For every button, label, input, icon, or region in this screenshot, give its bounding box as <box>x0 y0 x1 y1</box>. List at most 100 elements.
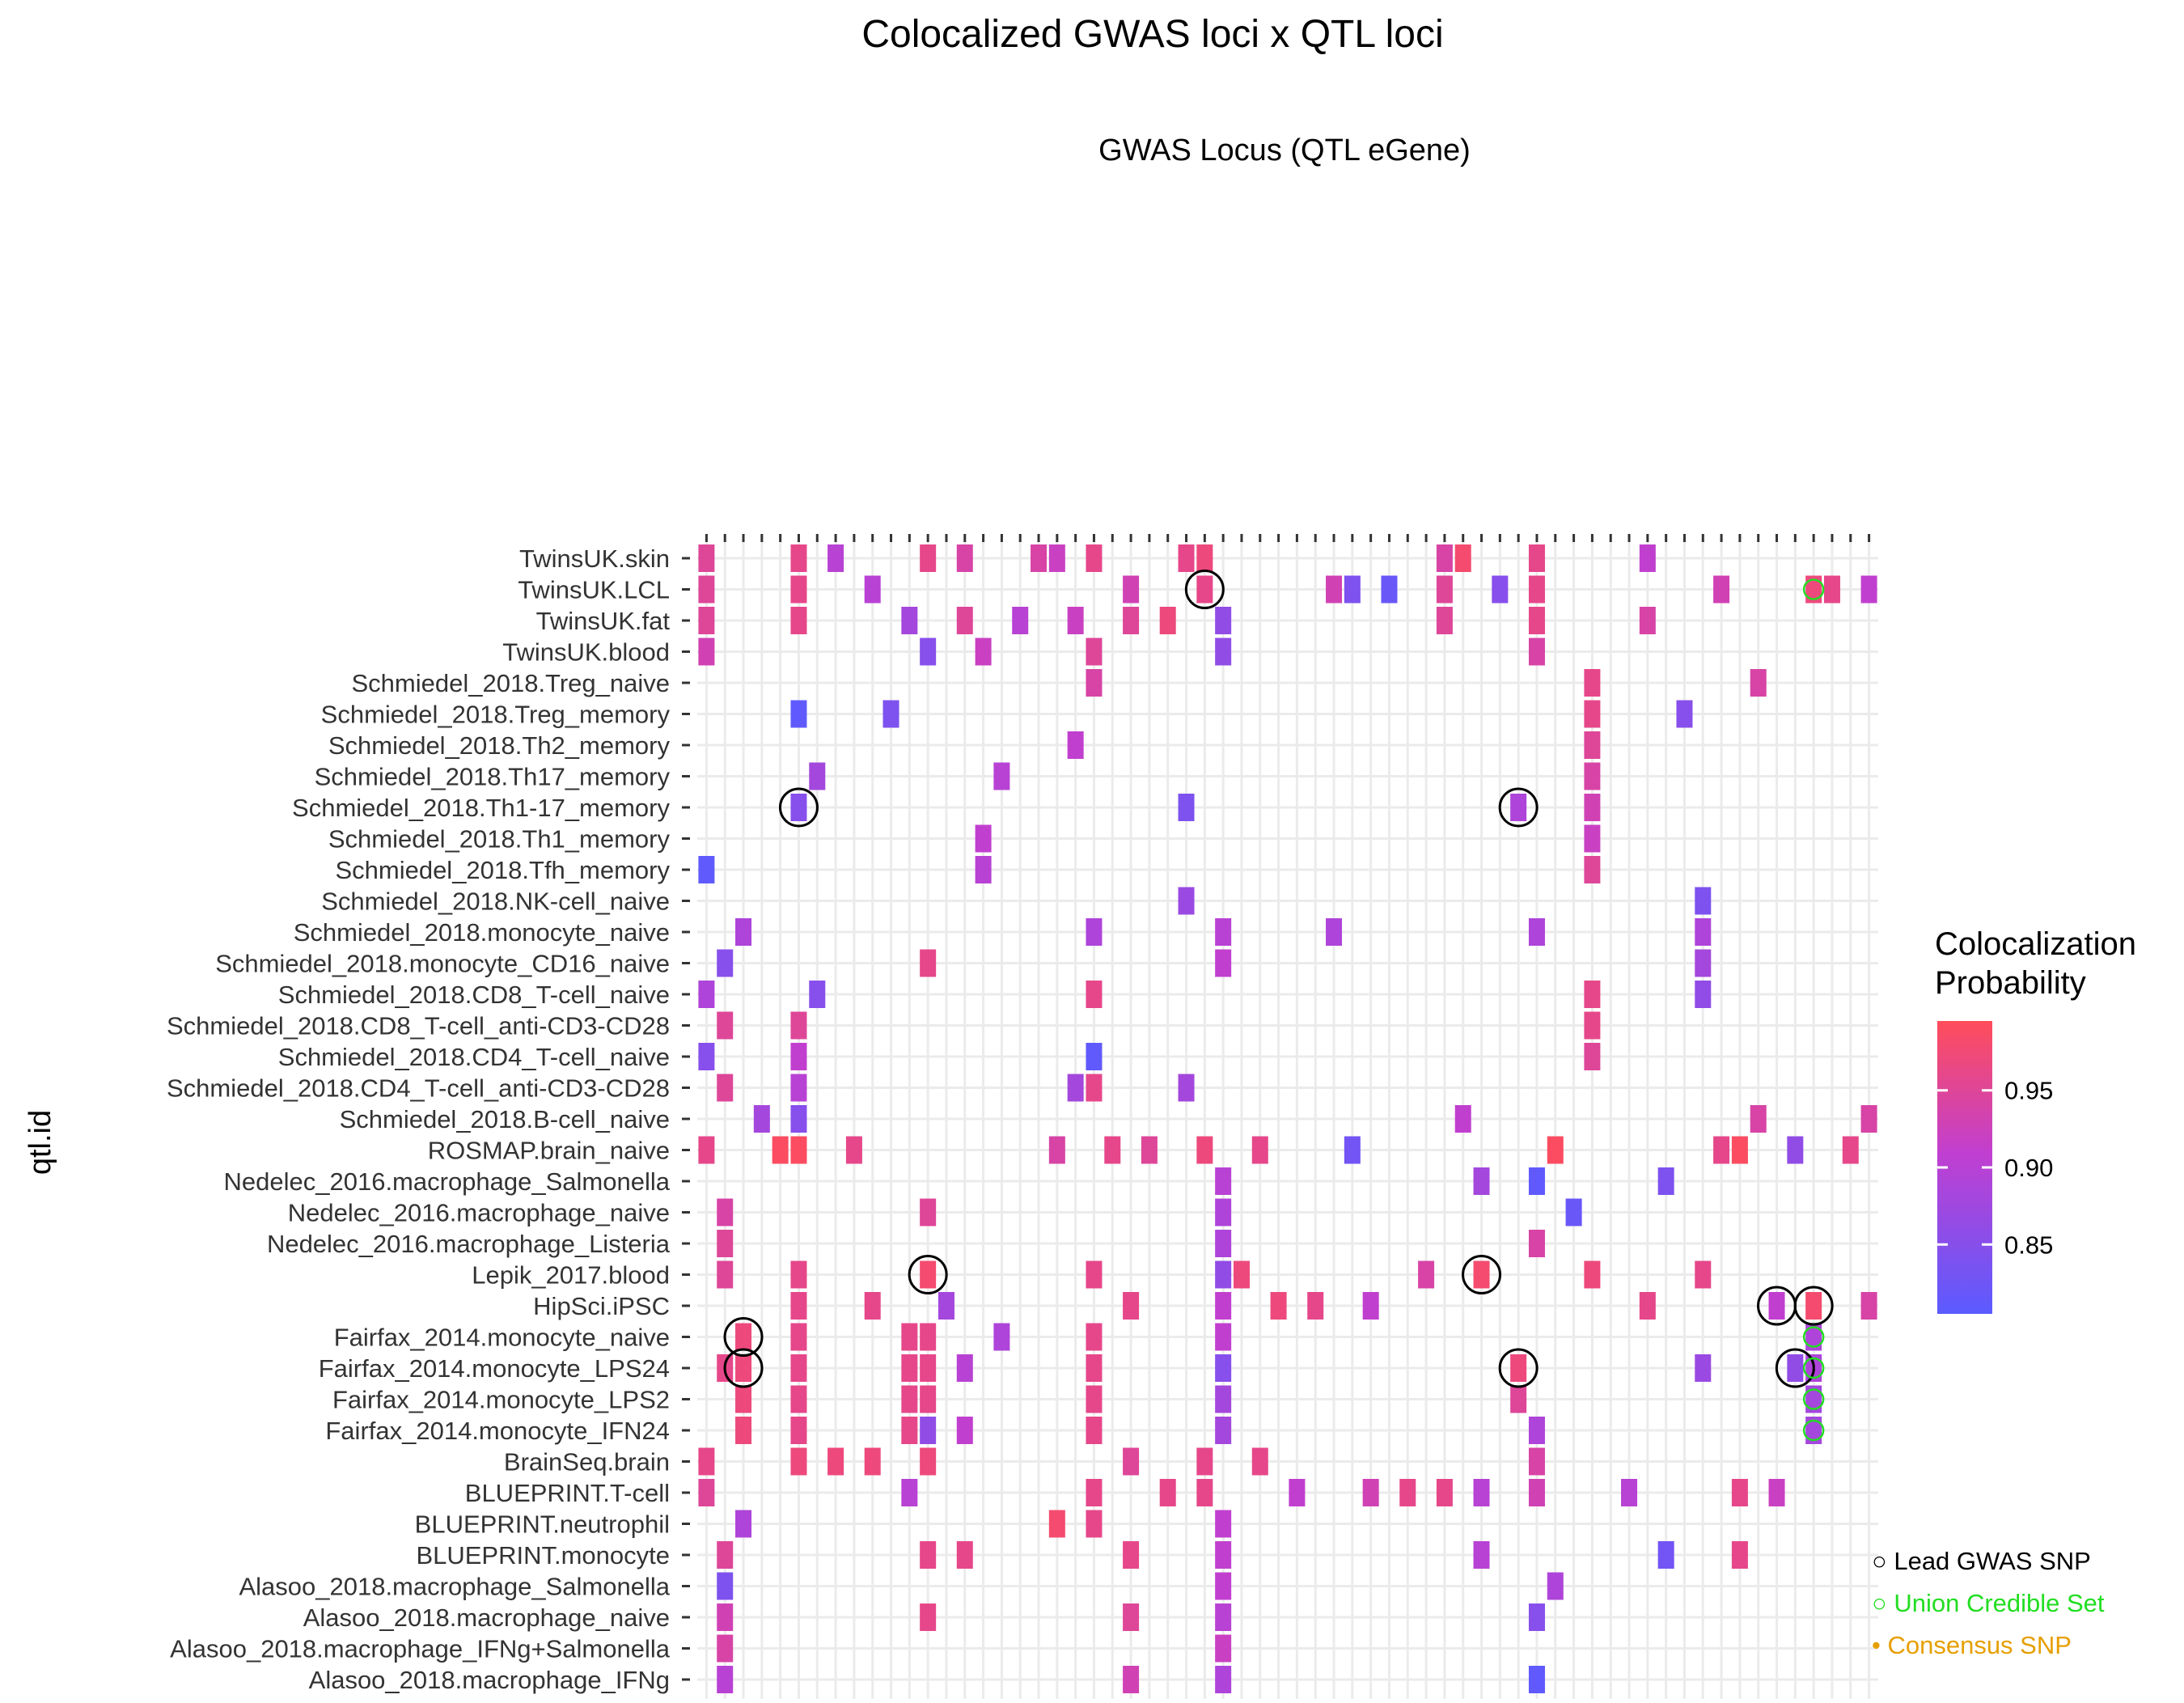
heatmap-tile <box>901 1354 918 1382</box>
y-tick-label: BLUEPRINT.monocyte <box>416 1541 670 1570</box>
snp-markers <box>723 570 1834 1442</box>
union-credible-set-marker <box>1802 1326 1825 1348</box>
heatmap-tile <box>717 1198 734 1226</box>
heatmap-tile <box>1436 544 1453 572</box>
heatmap-tile <box>1344 1136 1361 1164</box>
heatmap-tile <box>1823 575 1840 604</box>
heatmap-tile <box>1805 1417 1822 1444</box>
heatmap-tile <box>1215 1167 1232 1195</box>
heatmap-tile <box>827 1447 844 1476</box>
heatmap-tile <box>1547 1572 1564 1600</box>
heatmap-tile <box>1510 1354 1527 1382</box>
heatmap-tile <box>1086 1354 1103 1382</box>
heatmap-tile <box>1528 1167 1545 1195</box>
heatmap-tile <box>735 1417 752 1444</box>
heatmap-tile <box>790 1292 807 1320</box>
heatmap-tile <box>1048 1136 1065 1164</box>
heatmap-tile <box>1860 1105 1877 1133</box>
heatmap-tile <box>1805 1323 1822 1351</box>
heatmap-tile <box>1048 1510 1065 1538</box>
heatmap-tile <box>1086 981 1103 1008</box>
heatmap-tile <box>901 1417 918 1444</box>
heatmap-tile <box>920 638 937 666</box>
heatmap-tile <box>1473 1479 1490 1506</box>
heatmap-tile <box>790 1074 807 1102</box>
heatmap-tile <box>1012 607 1029 634</box>
heatmap-tile <box>1731 1136 1748 1164</box>
y-tick-label: BLUEPRINT.T-cell <box>465 1479 670 1507</box>
color-legend-tick-label: 0.95 <box>2004 1077 2053 1105</box>
union-credible-set-marker <box>1802 578 1825 600</box>
heatmap-tile <box>790 607 807 634</box>
heatmap-tile <box>956 1417 973 1444</box>
lead-gwas-snp-marker <box>1498 1348 1539 1388</box>
heatmap-tile <box>1270 1292 1287 1320</box>
heatmap-tile <box>790 1354 807 1382</box>
y-tick-label: Fairfax_2014.monocyte_IFN24 <box>325 1417 670 1445</box>
heatmap-tile <box>1695 1354 1712 1382</box>
heatmap-tile <box>1657 1541 1674 1569</box>
y-tick-label: Schmiedel_2018.NK-cell_naive <box>321 888 670 916</box>
heatmap-tile <box>1676 700 1693 728</box>
heatmap-tile <box>1584 794 1601 821</box>
heatmap-tile <box>1048 544 1065 572</box>
heatmap-tile <box>920 1541 937 1569</box>
heatmap-tile <box>1787 1136 1804 1164</box>
heatmap-tile <box>1473 1260 1490 1289</box>
heatmap-tile <box>698 607 715 634</box>
y-axis: TwinsUK.skin TwinsUK.LCL TwinsUK.fat TwinsU… <box>167 544 690 1694</box>
heatmap-tile <box>1086 918 1103 946</box>
heatmap-tile <box>717 1230 734 1257</box>
heatmap-tile <box>1215 1541 1232 1569</box>
heatmap-tile <box>1123 1292 1140 1320</box>
heatmap-tile <box>790 794 807 821</box>
heatmap-tile <box>827 544 844 572</box>
heatmap-tile <box>920 949 937 977</box>
heatmap-tile <box>1215 638 1232 666</box>
heatmap-tile <box>901 1323 918 1351</box>
heatmap-tile <box>735 1385 752 1413</box>
heatmap-tile <box>1639 607 1656 634</box>
heatmap-tile <box>901 1479 918 1506</box>
heatmap-tile <box>790 1136 807 1164</box>
y-tick-label: BrainSeq.brain <box>504 1448 670 1476</box>
y-tick-label: Fairfax_2014.monocyte_LPS24 <box>319 1354 670 1383</box>
y-tick-label: Alasoo_2018.macrophage_naive <box>303 1603 670 1632</box>
heatmap-tile <box>1326 918 1343 946</box>
heatmap-tile <box>1123 1603 1140 1631</box>
heatmap-tile <box>1159 1479 1176 1506</box>
heatmap-tile <box>1621 1479 1638 1506</box>
heatmap-tile <box>790 1385 807 1413</box>
heatmap-tile <box>993 1323 1010 1351</box>
heatmap-tile <box>1731 1479 1748 1506</box>
y-tick-label: Nedelec_2016.macrophage_Salmonella <box>224 1167 671 1196</box>
heatmap-tile <box>920 544 937 572</box>
heatmap-tile <box>1067 607 1084 634</box>
y-tick-label: Schmiedel_2018.Th2_memory <box>328 731 671 760</box>
y-tick-label: Alasoo_2018.macrophage_IFNg+Salmonella <box>170 1635 671 1663</box>
heatmap-tile <box>1528 1479 1545 1506</box>
y-tick-label: TwinsUK.LCL <box>518 576 670 604</box>
heatmap-tile <box>698 1479 715 1506</box>
heatmap-tile <box>1639 544 1656 572</box>
heatmap-tile <box>1233 1260 1250 1289</box>
heatmap-tile <box>698 544 715 572</box>
heatmap-tile <box>1123 1541 1140 1569</box>
heatmap-tile <box>698 856 715 883</box>
heatmap-tile <box>920 1447 937 1476</box>
heatmap-tile <box>956 1354 973 1382</box>
lead-gwas-snp-marker <box>1793 1286 1834 1326</box>
heatmap-tile <box>717 1572 734 1600</box>
heatmap-tile <box>1067 731 1084 759</box>
heatmap-tile <box>790 1011 807 1040</box>
heatmap-tile <box>790 1417 807 1444</box>
y-tick-label: Schmiedel_2018.Tfh_memory <box>335 856 670 884</box>
heatmap-tile <box>1123 575 1140 604</box>
heatmap-tile <box>1123 1447 1140 1476</box>
heatmap-tile <box>1584 824 1601 853</box>
y-tick-label: Schmiedel_2018.CD4_T-cell_anti-CD3-CD28 <box>167 1074 670 1103</box>
heatmap-tile <box>1436 607 1453 634</box>
heatmap-tile <box>1436 575 1453 604</box>
